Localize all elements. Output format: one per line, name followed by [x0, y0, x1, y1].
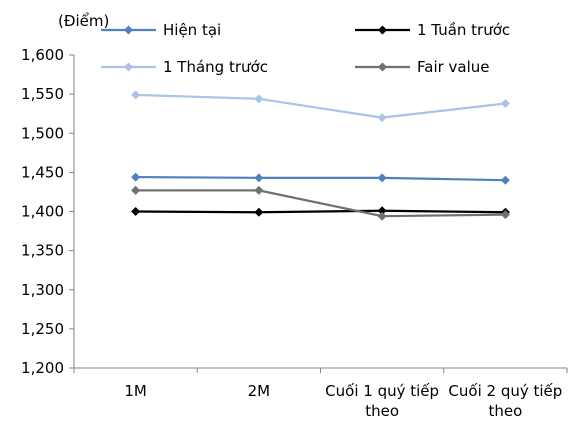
y-tick-label: 1,350 [21, 242, 64, 260]
legend-item-3: 1 Tháng trước [101, 58, 268, 76]
y-tick-label: 1,500 [21, 124, 64, 142]
legend-item-2-marker [378, 25, 387, 35]
y-tick-label: 1,450 [21, 163, 64, 181]
series-2-point [131, 207, 141, 216]
series-4-point [131, 185, 141, 195]
x-tick-label: 2M [248, 382, 271, 400]
series-1-point [131, 172, 141, 182]
series-3-point [131, 90, 141, 100]
series-4-point [500, 210, 510, 220]
x-tick-label: Cuối 1 quý tiếp theo [325, 382, 439, 420]
tick-labels: 1,200 1,250 1,300 1,350 1,400 1,450 1,500 1,550… [21, 46, 562, 420]
y-tick-label: 1,250 [21, 320, 64, 338]
legend-item-1: Hiện tại [101, 21, 221, 39]
series-1-point [254, 173, 264, 183]
legend-item-1-marker [124, 25, 133, 35]
series-3-line [135, 93, 506, 119]
series-4-point [377, 211, 387, 221]
legend: Hiện tại 1 Tuần trước 1 Tháng trước Fair va… [101, 21, 510, 76]
legend-item-4-marker [378, 62, 387, 72]
series-2-point [377, 206, 387, 216]
series-4-point [254, 185, 264, 195]
legend-item-2: 1 Tuần trước [355, 21, 510, 39]
legend-item-1-label: Hiện tại [163, 21, 221, 39]
series-3-point [254, 94, 264, 104]
y-tick-label: 1,400 [21, 203, 64, 221]
y-tick-label: 1,600 [21, 46, 64, 64]
series-3-point [500, 99, 510, 109]
series-2-point [254, 207, 264, 217]
series-1-point [377, 173, 387, 183]
y-tick-label: 1,200 [21, 359, 64, 377]
series-4-line [135, 189, 506, 218]
series-1-point [500, 175, 510, 185]
series-3-point [377, 113, 387, 123]
series-1-line [135, 175, 506, 182]
y-tick-label: 1,300 [21, 281, 64, 299]
legend-item-4-label: Fair value [417, 58, 490, 76]
x-tick-label: Cuối 2 quý tiếp theo [448, 382, 562, 420]
x-tick-label: 1M [124, 382, 147, 400]
legend-item-4: Fair value [355, 58, 490, 76]
axes [69, 54, 568, 373]
series-2-line [135, 209, 506, 214]
legend-item-3-marker [124, 62, 133, 72]
legend-item-2-label: 1 Tuần trước [417, 21, 510, 39]
y-axis-label: (Điểm) [58, 12, 109, 30]
y-tick-label: 1,550 [21, 85, 64, 103]
legend-item-3-label: 1 Tháng trước [163, 58, 268, 76]
series-group [131, 90, 510, 221]
